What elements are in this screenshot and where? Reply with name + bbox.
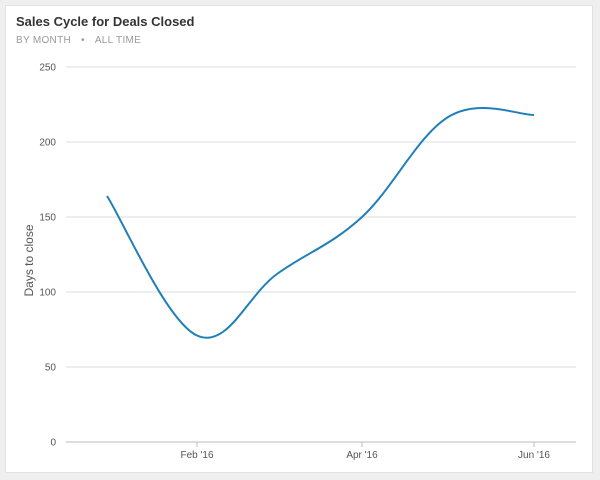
- x-tick-label-0: Feb '16: [180, 450, 213, 461]
- range-filter[interactable]: ALL TIME: [94, 35, 142, 46]
- separator-dot: •: [81, 35, 85, 46]
- y-tick-label-200: 200: [39, 138, 56, 149]
- series-line-0: [106, 107, 535, 339]
- y-tick-label-100: 100: [39, 288, 56, 299]
- line-chart: 0 50 100 150 200 250 Feb '16 Apr '16 Jun '16 Days…: [22, 63, 576, 461]
- y-axis-title: Days to close: [22, 224, 36, 296]
- x-tick-label-1: Apr '16: [346, 450, 378, 461]
- y-tick-label-0: 0: [50, 438, 56, 449]
- chart-subtitle: BY MONTH • ALL TIME: [16, 35, 141, 46]
- y-tick-label-250: 250: [39, 63, 56, 74]
- chart-title: Sales Cycle for Deals Closed: [16, 14, 195, 29]
- y-tick-label-50: 50: [45, 363, 57, 374]
- y-tick-label-150: 150: [39, 213, 56, 224]
- x-tick-label-2: Jun '16: [518, 450, 550, 461]
- chart-card: Sales Cycle for Deals Closed BY MONTH • AL…: [5, 5, 593, 473]
- period-filter[interactable]: BY MONTH: [16, 35, 71, 46]
